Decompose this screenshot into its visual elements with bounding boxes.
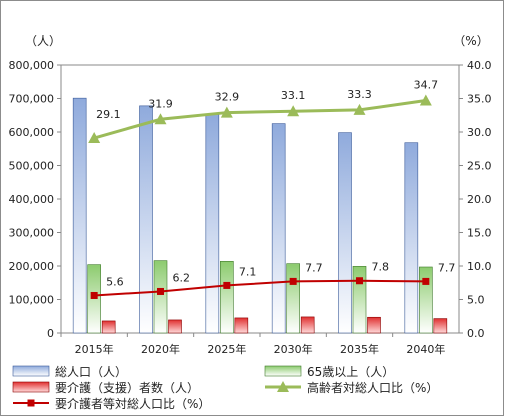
right-axis-unit-label: （%） — [453, 34, 488, 48]
bar — [220, 261, 234, 334]
right-axis-tick-label: 0.0 — [467, 327, 485, 340]
bar — [419, 266, 433, 334]
legend-swatch — [264, 365, 302, 377]
data-label: 7.8 — [372, 261, 390, 274]
square-marker — [422, 277, 430, 285]
bar — [101, 320, 116, 334]
x-axis-category-label: 2015年 — [75, 342, 114, 356]
data-label: 7.7 — [305, 261, 323, 274]
legend-label: 要介護者等対総人口比（%） — [55, 396, 210, 411]
square-marker — [223, 281, 231, 289]
data-label: 34.7 — [414, 79, 439, 92]
left-axis-tick-label: 700,000 — [9, 93, 55, 106]
legend-label: 高齢者対総人口比（%） — [307, 380, 438, 395]
right-axis-tick-label: 10.0 — [467, 260, 492, 273]
bar — [168, 319, 182, 334]
data-label: 7.7 — [438, 261, 456, 274]
left-axis-tick-label: 500,000 — [9, 160, 55, 173]
bar — [404, 142, 419, 334]
bar — [367, 316, 381, 334]
bar — [433, 318, 448, 334]
data-label: 7.1 — [239, 265, 256, 278]
square-marker — [90, 291, 98, 299]
legend-square-marker — [27, 399, 35, 407]
series-line — [93, 99, 427, 140]
right-axis-tick-label: 30.0 — [467, 126, 492, 139]
x-axis-category-label: 2030年 — [274, 342, 313, 356]
data-label: 33.3 — [347, 88, 372, 101]
x-axis-category-label: 2020年 — [141, 342, 180, 356]
legend-label: 要介護（支援）者数（人） — [55, 380, 199, 395]
legend-swatch — [12, 365, 50, 377]
data-label: 6.2 — [173, 271, 191, 284]
legend-swatch — [12, 381, 50, 393]
data-label: 29.1 — [96, 108, 121, 121]
data-label: 5.6 — [106, 275, 124, 288]
square-marker — [356, 277, 363, 285]
x-axis-category-label: 2035年 — [340, 342, 379, 356]
left-axis-tick-label: 200,000 — [9, 260, 55, 273]
left-axis-tick-label: 400,000 — [9, 193, 55, 206]
legend-label: 65歳以上（人） — [307, 365, 394, 379]
square-marker — [289, 277, 297, 285]
left-axis-tick-label: 300,000 — [9, 227, 55, 240]
left-axis-tick-label: 100,000 — [9, 294, 55, 307]
x-axis-category-label: 2040年 — [406, 342, 445, 356]
series-line — [94, 279, 426, 297]
x-axis-category-label: 2025年 — [207, 342, 246, 356]
right-axis-tick-label: 35.0 — [467, 93, 492, 106]
left-axis-tick-label: 600,000 — [9, 126, 55, 139]
left-axis-tick-label: 800,000 — [9, 59, 55, 72]
data-label: 33.1 — [281, 89, 306, 102]
bar — [153, 260, 168, 334]
bar — [271, 123, 286, 334]
bar — [286, 263, 300, 334]
bar — [338, 132, 352, 334]
triangle-marker — [220, 106, 233, 118]
data-label: 31.9 — [148, 97, 173, 110]
bar — [234, 317, 249, 334]
square-marker — [157, 287, 164, 295]
legend-triangle-marker — [277, 381, 289, 392]
triangle-marker — [154, 113, 167, 125]
bar — [352, 266, 367, 334]
legend-label: 総人口（人） — [55, 365, 127, 379]
triangle-marker — [287, 105, 300, 117]
bar — [205, 114, 220, 334]
triangle-marker — [419, 94, 432, 106]
data-label: 32.9 — [215, 91, 240, 104]
triangle-marker — [353, 103, 366, 115]
right-axis-tick-label: 20.0 — [467, 193, 492, 206]
right-axis-tick-label: 15.0 — [467, 227, 492, 240]
bar — [300, 316, 315, 334]
left-axis-unit-label: （人） — [25, 34, 61, 48]
bar — [72, 97, 87, 334]
right-axis-tick-label: 40.0 — [467, 59, 492, 72]
bar — [139, 105, 153, 334]
right-axis-tick-label: 25.0 — [467, 160, 492, 173]
left-axis-tick-label: 0 — [47, 327, 54, 340]
triangle-marker — [88, 132, 101, 144]
right-axis-tick-label: 5.0 — [467, 294, 485, 307]
